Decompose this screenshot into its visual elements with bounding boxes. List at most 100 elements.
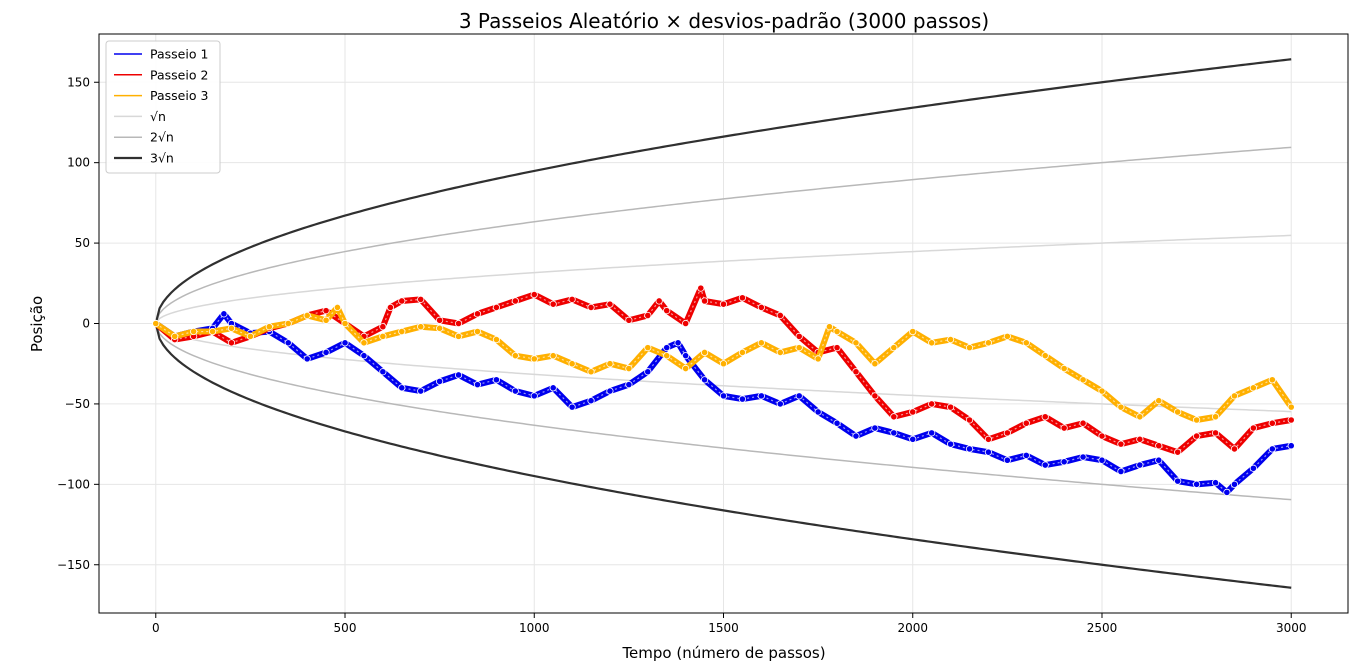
walk-point [530, 392, 538, 400]
walk-series-1 [152, 310, 1295, 496]
envelope-1sqrt-n-upper [155, 234, 1292, 324]
walk-point [190, 327, 198, 336]
walk-point [965, 344, 974, 352]
walk-point [663, 307, 671, 315]
walk-point [549, 300, 557, 308]
walk-point [852, 432, 860, 440]
walk-point [1136, 461, 1144, 469]
walk-point [1098, 387, 1106, 395]
walk-line-highlight [155, 312, 1292, 494]
walk-point [284, 339, 292, 347]
walk-point [1287, 416, 1295, 424]
walk-point [386, 303, 395, 312]
walk-point [1003, 429, 1011, 437]
walk-point [492, 335, 501, 344]
walk-point [473, 310, 482, 318]
walk-point [909, 408, 917, 416]
walk-point [928, 429, 936, 437]
envelope-1sqrt-n-lower [155, 323, 1292, 413]
walk-point [871, 392, 879, 400]
y-tick-label: 100 [67, 156, 90, 170]
walk-point [436, 377, 444, 385]
walk-point [227, 324, 236, 332]
envelope-3sqrt-n-upper [154, 58, 1292, 324]
series-layer [152, 58, 1295, 589]
y-tick-label: 0 [82, 317, 90, 331]
walk-point [833, 327, 841, 336]
walk-point [1223, 488, 1231, 496]
walk-point [246, 332, 254, 340]
walk-point [606, 300, 614, 308]
walk-point [644, 368, 652, 376]
walk-point [663, 352, 671, 360]
walk-point [1211, 479, 1220, 487]
walk-point [663, 344, 671, 352]
walk-point [379, 323, 387, 331]
walk-point [1249, 464, 1257, 472]
walk-point [825, 323, 834, 331]
walk-point [454, 332, 463, 340]
walk-point [1136, 413, 1144, 421]
walk-point [568, 295, 576, 303]
y-tick-label: −50 [65, 397, 90, 411]
walk-point [1193, 416, 1201, 424]
walk-point [530, 355, 538, 363]
walk-point [1211, 413, 1220, 421]
walk-point [379, 368, 387, 376]
walk-point [171, 332, 179, 340]
legend-label: Passeio 3 [150, 88, 208, 103]
walk-point [333, 303, 342, 312]
walk-point [454, 371, 463, 379]
walk-point [360, 339, 368, 347]
walk-point [398, 297, 406, 305]
walk-point [655, 297, 663, 305]
walk-point [227, 339, 236, 347]
walk-point [682, 364, 690, 373]
walk-point [530, 290, 538, 299]
walk-point [473, 327, 482, 336]
x-tick-label: 3000 [1276, 621, 1307, 635]
y-tick-label: 150 [67, 75, 90, 89]
walk-point [1268, 376, 1276, 384]
walk-point [549, 384, 557, 392]
walk-point [511, 352, 519, 360]
walk-point [454, 319, 463, 328]
x-axis: 0 500 1000 1500 2000 2500 3000 [152, 613, 1307, 635]
walk-point [965, 445, 974, 453]
y-tick-label: 50 [75, 236, 90, 250]
y-axis: −150 −100 −50 0 50 100 150 [57, 75, 99, 572]
walk-point [719, 300, 728, 308]
walk-point [928, 400, 936, 408]
walk-point [625, 316, 633, 324]
walk-point [1079, 376, 1087, 384]
walk-point [984, 435, 993, 443]
walk-point [1136, 435, 1144, 443]
walk-point [625, 381, 633, 389]
walk-point [890, 429, 898, 437]
legend-label: 3√n [150, 151, 174, 166]
envelope-3sqrt-n-lower [154, 323, 1292, 589]
envelope-2sqrt-n-upper [155, 146, 1292, 324]
walk-point [738, 395, 747, 403]
walk-point [1041, 352, 1049, 360]
walk-point [511, 297, 519, 305]
walk-point [606, 387, 614, 395]
x-tick-label: 2000 [897, 621, 928, 635]
walk-point [1079, 419, 1087, 427]
walk-point [322, 307, 330, 315]
walk-point [984, 448, 993, 456]
walk-series-3 [152, 303, 1295, 424]
walk-point [757, 339, 765, 347]
walk-point [1060, 458, 1068, 466]
walk-point [795, 392, 803, 400]
walk-point [1117, 440, 1125, 448]
walk-point [1022, 451, 1030, 459]
walk-point [1174, 448, 1182, 456]
walk-point [417, 323, 425, 331]
x-tick-label: 2500 [1087, 621, 1118, 635]
walk-point [909, 435, 917, 443]
walk-point [928, 339, 936, 347]
walk-point [152, 319, 160, 328]
walk-point [1230, 445, 1239, 453]
